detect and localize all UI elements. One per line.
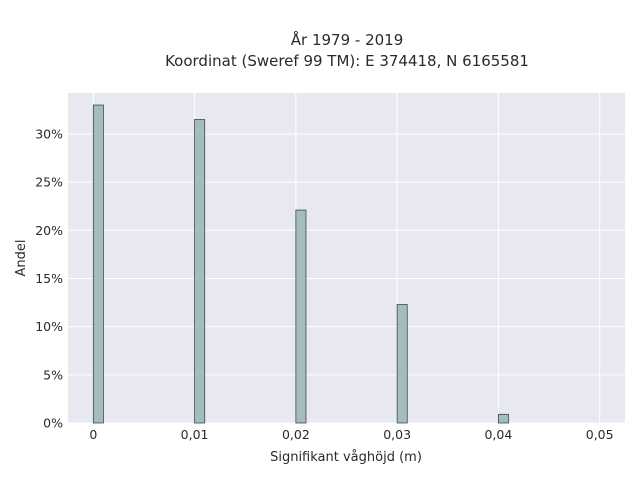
y-tick-label: 0% xyxy=(43,416,63,431)
bar-3 xyxy=(396,304,408,424)
plot-area xyxy=(68,93,625,423)
bars xyxy=(92,104,509,424)
x-tick-label: 0,01 xyxy=(181,427,209,442)
x-tick-label: 0 xyxy=(89,427,97,442)
x-axis-label: Signifikant våghöjd (m) xyxy=(270,450,422,465)
y-axis-ticks: 0% 5% 10% 15% 20% 25% 30% xyxy=(35,126,63,430)
bar-2 xyxy=(295,209,307,424)
y-tick-label: 25% xyxy=(35,175,63,190)
x-tick-label: 0,04 xyxy=(484,427,512,442)
y-tick-label: 10% xyxy=(35,319,63,334)
x-tick-label: 0,03 xyxy=(383,427,411,442)
y-tick-label: 15% xyxy=(35,271,63,286)
y-tick-label: 20% xyxy=(35,223,63,238)
y-tick-label: 5% xyxy=(43,367,63,382)
bar-0 xyxy=(92,104,104,424)
bar-4 xyxy=(498,413,509,424)
chart-subtitle: Koordinat (Sweref 99 TM): E 374418, N 61… xyxy=(165,52,529,70)
grid xyxy=(68,93,625,424)
y-axis-label: Andel xyxy=(14,240,29,277)
y-tick-label: 30% xyxy=(35,126,63,141)
bar-1 xyxy=(194,119,206,424)
x-axis-ticks: 0 0,01 0,02 0,03 0,04 0,05 xyxy=(89,427,613,442)
chart-title: År 1979 - 2019 xyxy=(291,30,404,49)
x-tick-label: 0,05 xyxy=(586,427,614,442)
x-tick-label: 0,02 xyxy=(282,427,310,442)
